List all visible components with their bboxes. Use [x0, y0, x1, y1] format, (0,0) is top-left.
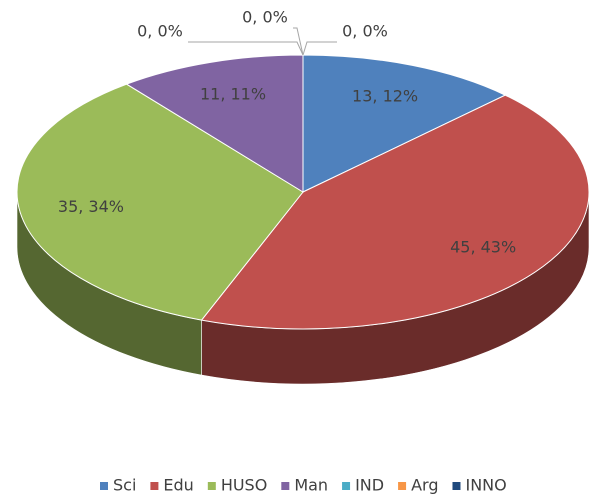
- legend-label: IND: [355, 476, 384, 495]
- slice: [302, 54, 507, 193]
- data-label: 13, 12%: [352, 87, 418, 106]
- leader-line: [302, 41, 337, 56]
- legend-label: Sci: [113, 476, 136, 495]
- legend-swatch: [207, 482, 216, 490]
- legend-label: Edu: [163, 476, 193, 495]
- legend-swatch: [452, 482, 461, 490]
- slice: [200, 94, 589, 330]
- legend-swatch: [100, 482, 108, 490]
- data-label: 45, 43%: [450, 237, 516, 256]
- legend-swatch: [398, 482, 407, 490]
- leader-line: [188, 41, 304, 56]
- leader-line: [293, 27, 304, 56]
- legend-label: INNO: [465, 476, 506, 495]
- data-label: 11, 11%: [200, 84, 266, 103]
- legend-label: HUSO: [221, 476, 268, 495]
- legend-swatch: [150, 482, 159, 490]
- legend-swatch: [342, 482, 351, 490]
- data-label: 35, 34%: [58, 197, 124, 216]
- slice: [125, 54, 304, 193]
- slice: [16, 83, 304, 321]
- data-label: 0, 0%: [242, 8, 288, 27]
- legend-swatch: [281, 482, 290, 490]
- data-label: 0, 0%: [137, 22, 183, 41]
- legend-label: Man: [294, 476, 328, 495]
- legend-label: Arg: [411, 476, 438, 495]
- data-label: 0, 0%: [342, 22, 388, 41]
